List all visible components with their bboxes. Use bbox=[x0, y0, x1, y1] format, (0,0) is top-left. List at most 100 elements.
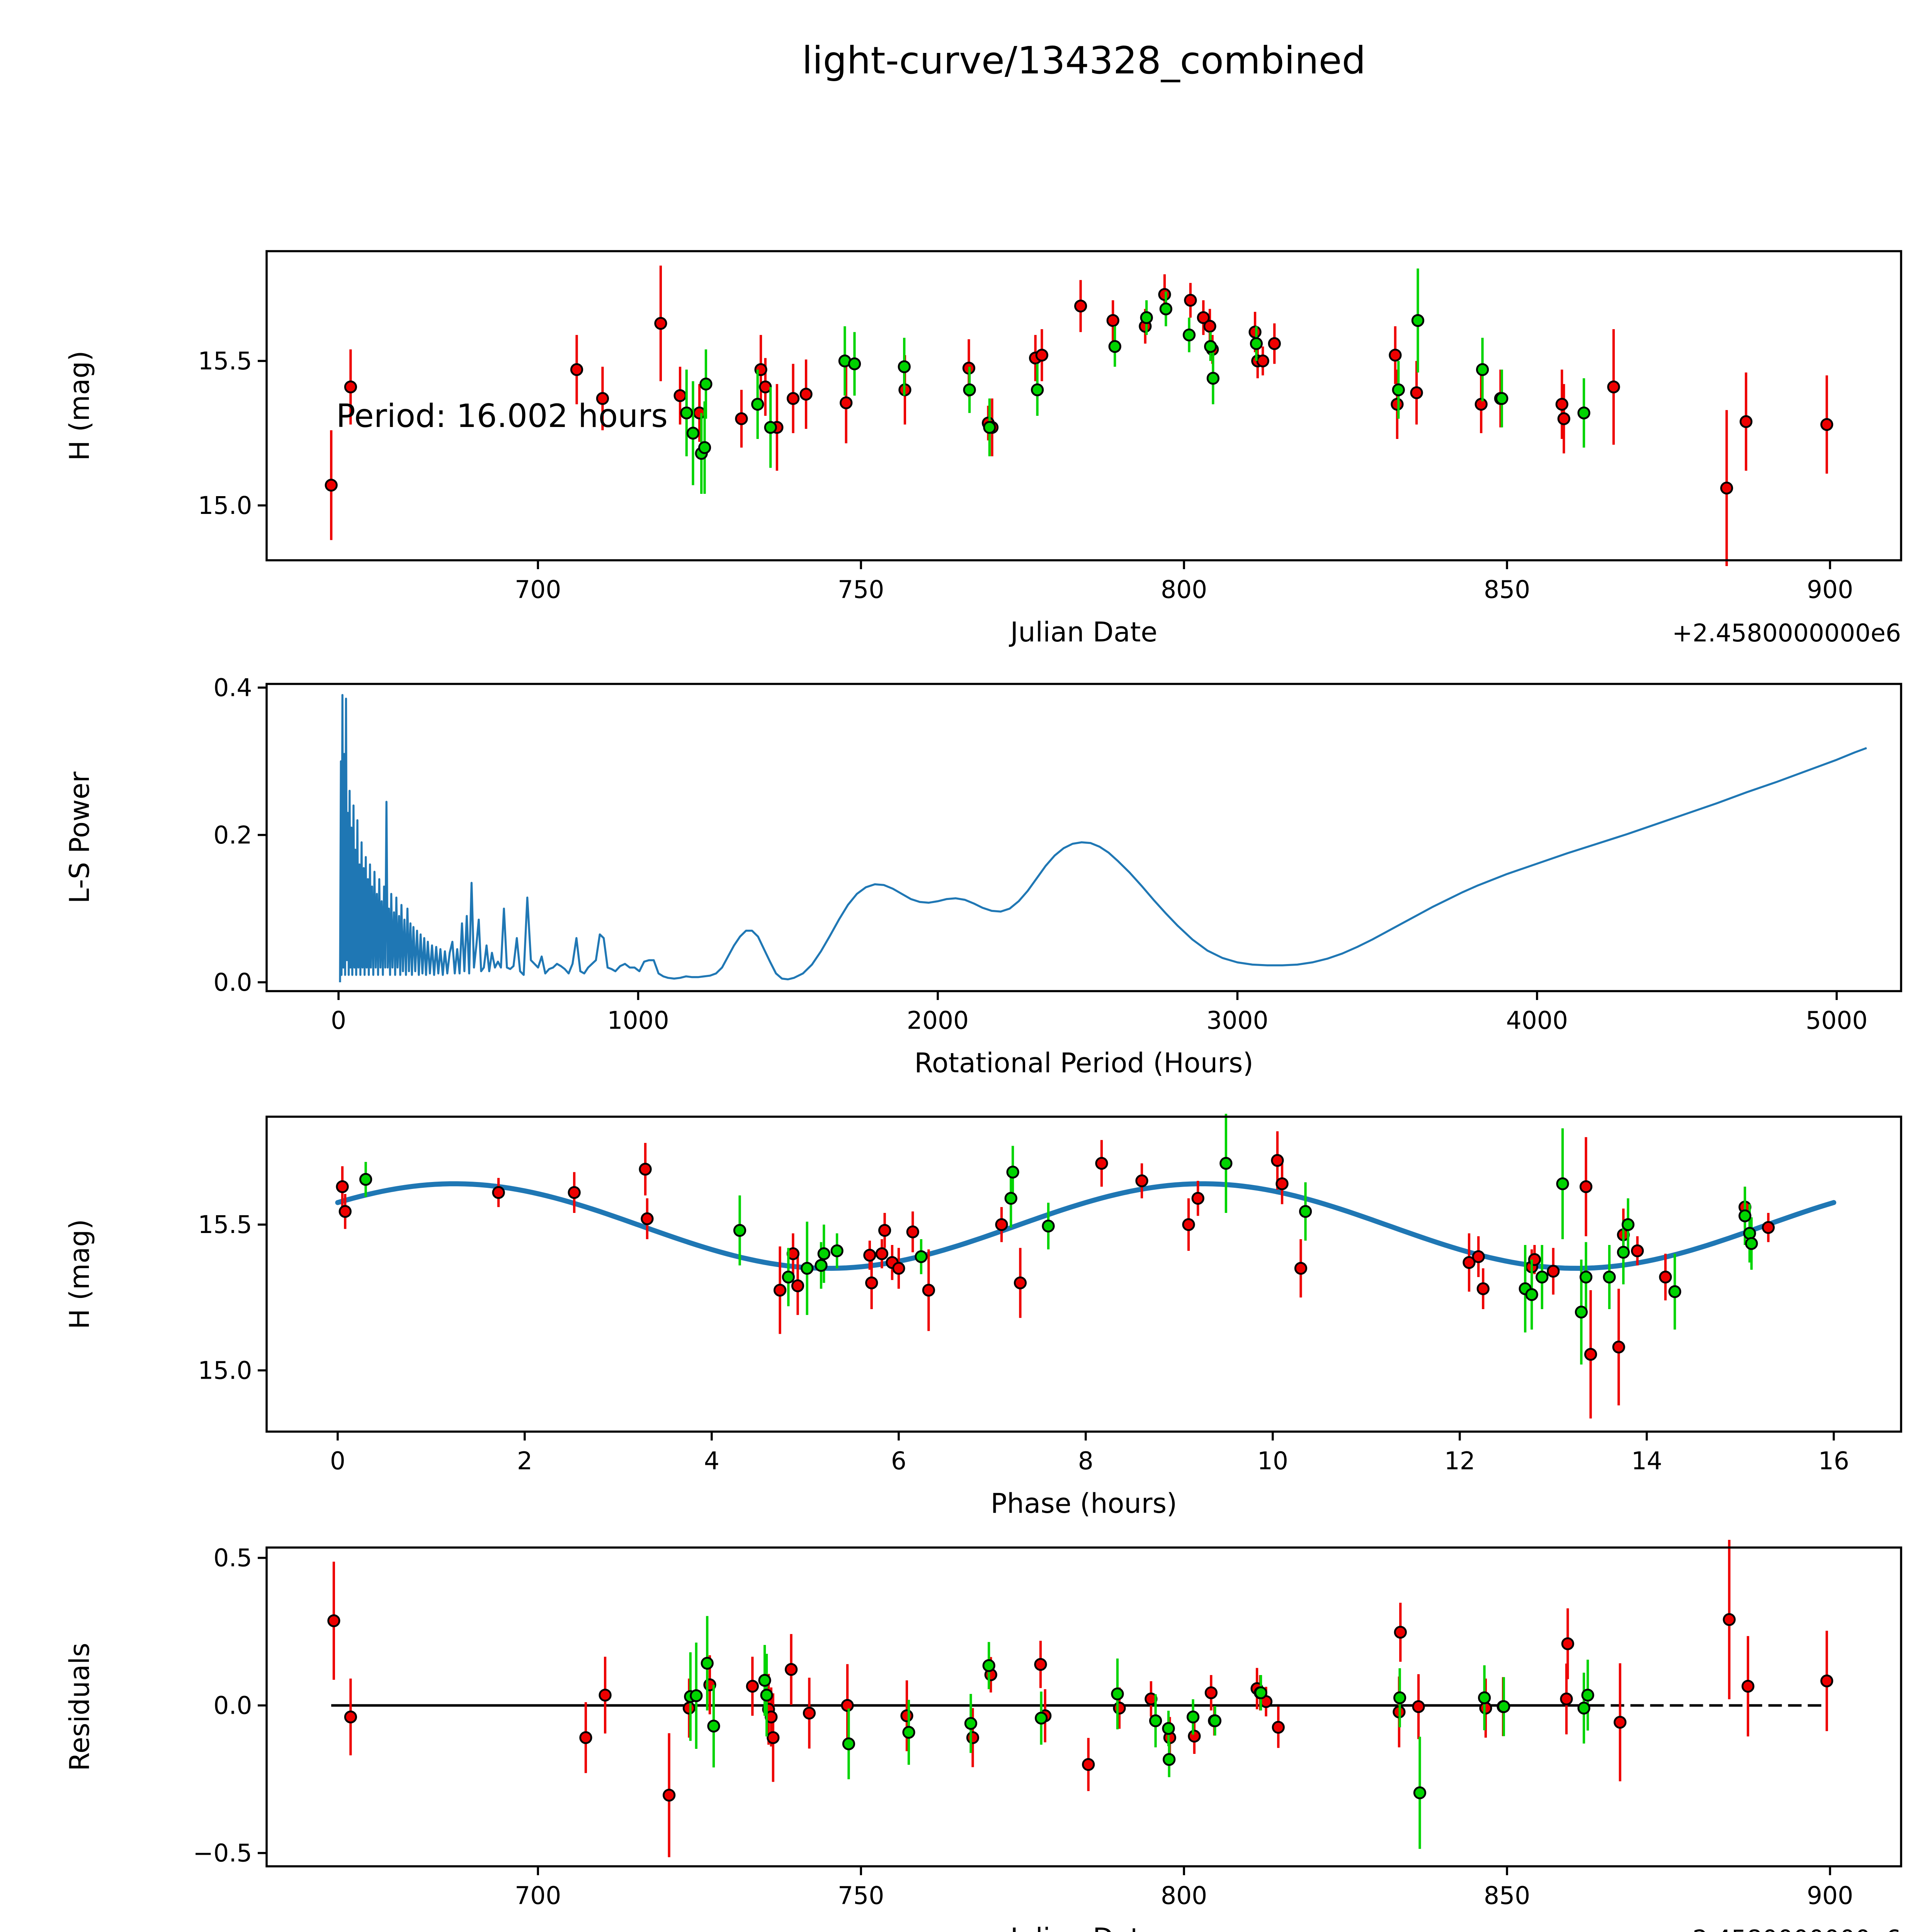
data-point-red bbox=[1472, 1250, 1485, 1263]
data-point-red bbox=[1547, 1265, 1560, 1278]
data-point-red bbox=[966, 1731, 980, 1744]
panel-periodogram: 0 1000 2000 3000 4000 5000 0.0 0.2 0.4 Rotational… bbox=[64, 674, 1902, 1079]
data-point-red bbox=[995, 1218, 1008, 1231]
data-point-green bbox=[1392, 383, 1405, 396]
periodogram-xlabel: Rotational Period (Hours) bbox=[914, 1047, 1253, 1079]
data-point-red bbox=[1555, 398, 1568, 411]
data-point-red bbox=[336, 1180, 349, 1193]
phase-folded-ylabel: H (mag) bbox=[64, 1219, 95, 1329]
x-tick-label: 12 bbox=[1444, 1447, 1475, 1475]
data-point-green bbox=[817, 1247, 830, 1260]
periodogram-curve bbox=[339, 694, 1867, 983]
data-point-red bbox=[1268, 337, 1281, 350]
model-fit-curve bbox=[335, 1181, 1837, 1271]
data-point-green bbox=[1575, 1305, 1588, 1319]
x-tick-label: 700 bbox=[515, 576, 561, 604]
data-point-green bbox=[848, 357, 861, 371]
x-tick-label: 2 bbox=[517, 1447, 532, 1475]
data-point-green bbox=[1577, 406, 1590, 420]
data-point-red bbox=[1188, 1730, 1201, 1743]
data-point-red bbox=[1560, 1692, 1573, 1706]
data-point-red bbox=[1182, 1218, 1195, 1231]
data-point-green bbox=[964, 1717, 978, 1730]
axes-frame bbox=[265, 250, 1902, 561]
data-point-green bbox=[1219, 1157, 1233, 1170]
data-point-red bbox=[639, 1163, 652, 1176]
data-point-red bbox=[1557, 412, 1570, 425]
data-point-red bbox=[803, 1706, 816, 1720]
data-point-red bbox=[1113, 1701, 1126, 1715]
data-point-green bbox=[760, 1689, 773, 1702]
data-point-red bbox=[682, 1701, 696, 1715]
data-point-red bbox=[1579, 1180, 1593, 1193]
data-point-green bbox=[359, 1173, 372, 1186]
data-point-green bbox=[1186, 1710, 1200, 1724]
data-point-red bbox=[773, 1284, 787, 1297]
data-point-red bbox=[1276, 1177, 1289, 1190]
data-point-red bbox=[746, 1680, 759, 1693]
data-point-green bbox=[707, 1719, 720, 1733]
data-point-red bbox=[1106, 314, 1119, 327]
data-point-red bbox=[662, 1789, 676, 1802]
y-tick-label: 15.0 bbox=[198, 492, 252, 520]
x-tick-label: 800 bbox=[1161, 576, 1207, 604]
data-point-red bbox=[1034, 1658, 1047, 1671]
data-point-green bbox=[983, 421, 996, 434]
data-point-green bbox=[1042, 1219, 1055, 1233]
x-tick-label: 3000 bbox=[1206, 1007, 1268, 1035]
data-point-green bbox=[1035, 1711, 1048, 1725]
x-tick-label: 700 bbox=[515, 1882, 561, 1910]
data-point-red bbox=[791, 1279, 804, 1293]
data-point-red bbox=[1184, 294, 1197, 307]
y-tick-label: 15.0 bbox=[198, 1357, 252, 1385]
data-point-green bbox=[1411, 314, 1425, 327]
data-point-green bbox=[1149, 1714, 1162, 1728]
x-tick-label: 850 bbox=[1484, 576, 1530, 604]
data-point-red bbox=[1740, 415, 1753, 428]
data-point-red bbox=[759, 380, 772, 394]
phase-folded-series-red bbox=[336, 1131, 1775, 1419]
y-tick-label: 0.0 bbox=[213, 1692, 252, 1720]
data-point-red bbox=[1191, 1192, 1204, 1205]
x-tick-label: 850 bbox=[1484, 1882, 1530, 1910]
period-annotation: Period: 16.002 hours bbox=[336, 398, 668, 435]
y-tick-label: 0.0 bbox=[213, 968, 252, 997]
data-point-red bbox=[865, 1276, 878, 1289]
data-point-green bbox=[1603, 1270, 1616, 1284]
data-point-green bbox=[782, 1270, 795, 1284]
data-point-red bbox=[799, 388, 813, 401]
data-point-red bbox=[1204, 1686, 1218, 1699]
data-point-green bbox=[1476, 363, 1489, 376]
periodogram-ylabel: L-S Power bbox=[64, 772, 95, 904]
data-point-green bbox=[1250, 337, 1263, 350]
data-point-green bbox=[1581, 1689, 1594, 1702]
data-point-green bbox=[690, 1689, 703, 1702]
x-tick-label: 2000 bbox=[907, 1007, 969, 1035]
phase-folded-series-green bbox=[359, 1114, 1758, 1365]
data-point-red bbox=[900, 1709, 913, 1723]
x-tick-label: 750 bbox=[838, 1882, 884, 1910]
data-point-red bbox=[673, 389, 687, 402]
data-point-green bbox=[902, 1726, 915, 1739]
data-point-green bbox=[701, 1656, 714, 1670]
data-point-red bbox=[1389, 349, 1402, 362]
data-point-red bbox=[1294, 1262, 1308, 1275]
data-point-green bbox=[1006, 1165, 1019, 1179]
data-point-green bbox=[751, 398, 764, 411]
data-point-red bbox=[922, 1284, 935, 1297]
data-point-red bbox=[1720, 481, 1733, 495]
data-point-green bbox=[764, 421, 777, 434]
data-point-green bbox=[1497, 1700, 1510, 1713]
data-point-green bbox=[1163, 1753, 1176, 1766]
data-point-red bbox=[1612, 1340, 1625, 1354]
data-point-green bbox=[1556, 1177, 1569, 1190]
data-point-red bbox=[840, 396, 853, 410]
data-point-green bbox=[1393, 1691, 1406, 1704]
data-point-red bbox=[1391, 398, 1404, 411]
data-point-green bbox=[982, 1659, 995, 1672]
data-point-green bbox=[1159, 302, 1172, 316]
data-point-red bbox=[1614, 1716, 1627, 1729]
axes-frame bbox=[265, 1116, 1902, 1433]
data-point-green bbox=[1478, 1691, 1491, 1704]
